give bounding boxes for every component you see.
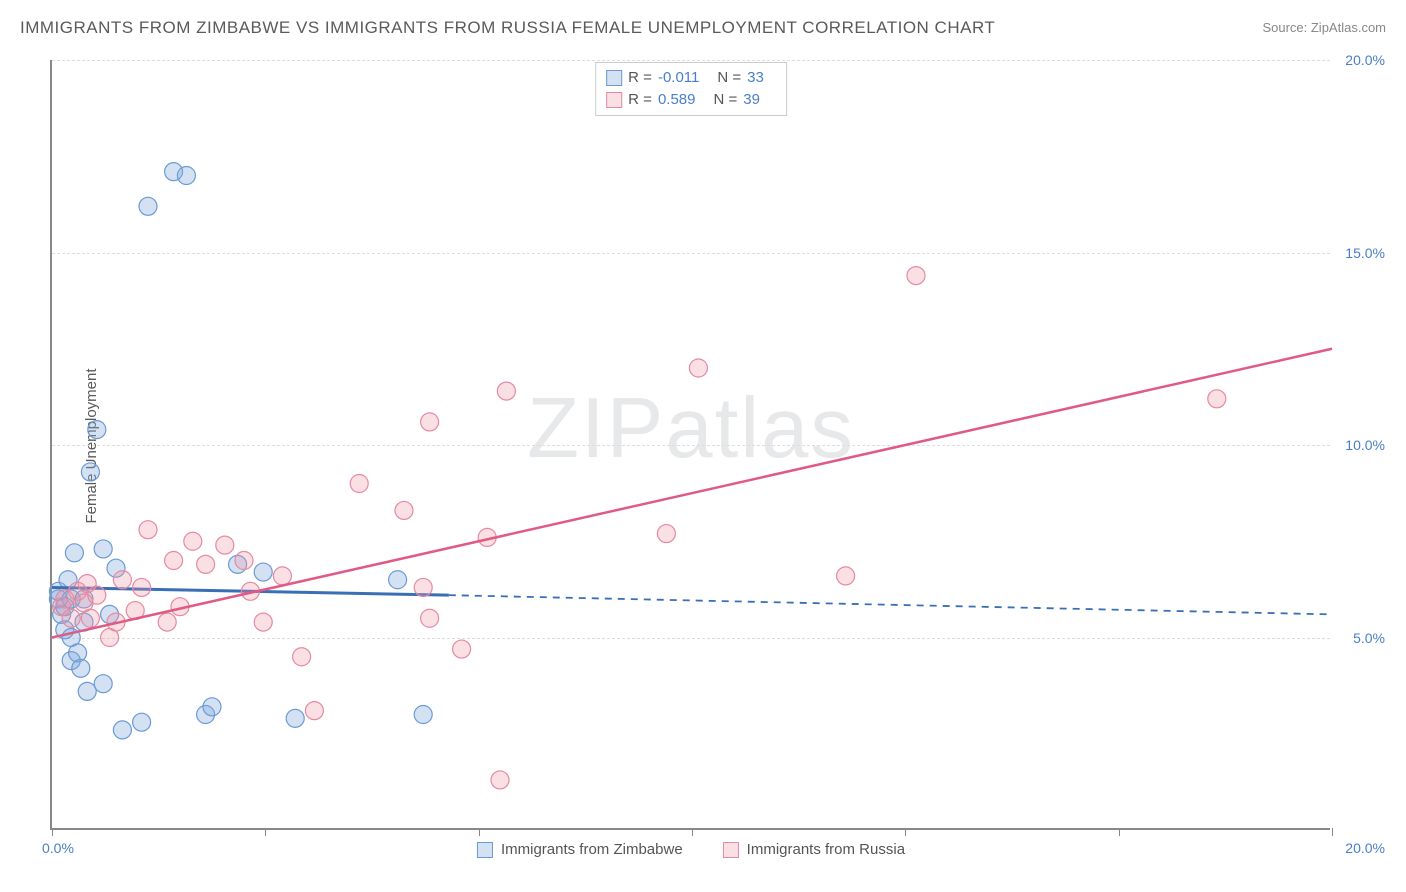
legend-item: Immigrants from Zimbabwe [477, 841, 683, 858]
series-swatch [606, 92, 622, 108]
data-point [254, 613, 272, 631]
n-label: N = [717, 67, 741, 89]
data-point [197, 555, 215, 573]
scatter-chart [52, 60, 1330, 828]
data-point [139, 521, 157, 539]
data-point [69, 644, 87, 662]
data-point [184, 532, 202, 550]
data-point [305, 702, 323, 720]
data-point [837, 567, 855, 585]
data-point [273, 567, 291, 585]
data-point [65, 544, 83, 562]
data-point [421, 413, 439, 431]
x-axis-max-label: 20.0% [1345, 840, 1385, 856]
data-point [657, 525, 675, 543]
chart-title: IMMIGRANTS FROM ZIMBABWE VS IMMIGRANTS F… [20, 18, 995, 38]
data-point [216, 536, 234, 554]
legend-label: Immigrants from Russia [747, 841, 905, 858]
data-point [139, 197, 157, 215]
bottom-legend: Immigrants from Zimbabwe Immigrants from … [477, 841, 905, 858]
legend-label: Immigrants from Zimbabwe [501, 841, 683, 858]
data-point [235, 552, 253, 570]
data-point [81, 609, 99, 627]
x-tick [1332, 828, 1333, 836]
x-tick [905, 828, 906, 836]
data-point [907, 267, 925, 285]
regression-line-extrapolated [449, 595, 1332, 614]
data-point [81, 463, 99, 481]
stats-legend-box: R =-0.011N =33R =0.589N =39 [595, 62, 787, 116]
r-value: 0.589 [658, 89, 696, 111]
stats-row: R = -0.011 N = 33 [606, 67, 776, 89]
data-point [203, 698, 221, 716]
y-tick-label: 20.0% [1345, 52, 1385, 68]
stats-row: R = 0.589 N = 39 [606, 89, 776, 111]
series-swatch [477, 842, 493, 858]
data-point [158, 613, 176, 631]
n-value: 39 [743, 89, 760, 111]
plot-area: ZIPatlas 5.0%10.0%15.0%20.0% 0.0% 20.0% … [50, 60, 1330, 830]
data-point [389, 571, 407, 589]
data-point [395, 501, 413, 519]
y-tick-label: 10.0% [1345, 437, 1385, 453]
data-point [1208, 390, 1226, 408]
n-label: N = [713, 89, 737, 111]
data-point [94, 540, 112, 558]
data-point [133, 713, 151, 731]
data-point [286, 709, 304, 727]
legend-item: Immigrants from Russia [723, 841, 905, 858]
data-point [72, 659, 90, 677]
data-point [78, 682, 96, 700]
series-swatch [606, 70, 622, 86]
x-tick [1119, 828, 1120, 836]
series-swatch [723, 842, 739, 858]
x-tick [265, 828, 266, 836]
data-point [113, 571, 131, 589]
data-point [491, 771, 509, 789]
data-point [350, 475, 368, 493]
data-point [453, 640, 471, 658]
source-attribution: Source: ZipAtlas.com [1262, 20, 1386, 35]
regression-line [52, 349, 1332, 638]
x-tick [479, 828, 480, 836]
data-point [293, 648, 311, 666]
r-label: R = [628, 89, 652, 111]
data-point [254, 563, 272, 581]
data-point [414, 578, 432, 596]
data-point [421, 609, 439, 627]
data-point [88, 586, 106, 604]
data-point [133, 578, 151, 596]
x-tick [692, 828, 693, 836]
data-point [88, 421, 106, 439]
data-point [62, 609, 80, 627]
data-point [497, 382, 515, 400]
y-tick-label: 5.0% [1353, 630, 1385, 646]
y-tick-label: 15.0% [1345, 245, 1385, 261]
data-point [94, 675, 112, 693]
data-point [689, 359, 707, 377]
data-point [414, 706, 432, 724]
data-point [165, 552, 183, 570]
r-value: -0.011 [658, 67, 699, 89]
r-label: R = [628, 67, 652, 89]
n-value: 33 [747, 67, 764, 89]
x-tick [52, 828, 53, 836]
x-axis-min-label: 0.0% [42, 840, 74, 856]
data-point [113, 721, 131, 739]
data-point [177, 167, 195, 185]
